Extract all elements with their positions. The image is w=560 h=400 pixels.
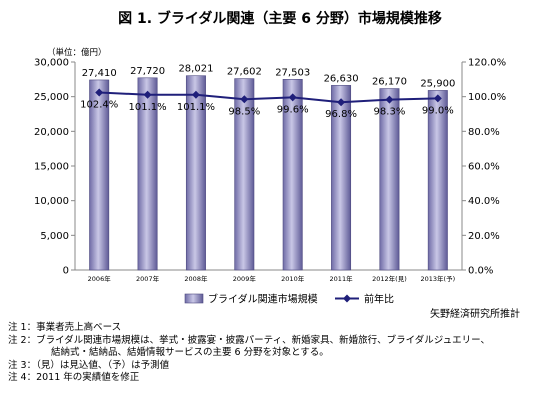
yoy-point [143, 90, 152, 99]
x-tick-label: 2006年 [88, 274, 112, 283]
note-3: 注 3：（見）は見込値、（予）は予測値 [8, 359, 170, 371]
yoy-point [337, 98, 346, 107]
unit-label: （単位：億円） [47, 47, 107, 58]
x-tick-label: 2008年 [184, 274, 208, 283]
x-tick-label: 2007年 [136, 274, 160, 283]
y-left-tick-label: 0 [63, 266, 69, 277]
y-right-tick-label: 60.0% [468, 162, 500, 173]
yoy-value-label: 101.1% [177, 102, 215, 113]
y-right-tick-label: 120.0% [468, 58, 506, 69]
legend-label-bar: ブライダル関連市場規模 [208, 293, 318, 306]
bar [185, 75, 206, 271]
x-tick-label: 2009年 [233, 274, 257, 283]
labels-layer: （単位：億円） 0 5,000 10,000 15,000 20,000 25,000 30,… [34, 47, 506, 283]
x-tick-label: 2010年 [281, 274, 305, 283]
legend-swatch-bar [184, 293, 204, 304]
chart-title: 図 1. ブライダル関連（主要 6 分野）市場規模推移 [118, 11, 442, 27]
bar-value-label: 26,170 [372, 77, 407, 88]
y-left-tick-label: 20,000 [34, 127, 69, 138]
x-tick-label: 2011年 [330, 274, 354, 283]
legend-swatch-marker [343, 294, 351, 303]
yoy-value-label: 101.1% [128, 102, 166, 113]
bar-value-label: 25,900 [420, 78, 455, 89]
bar-value-label: 28,021 [178, 64, 213, 75]
note-4: 注 4：2011 年の実績値を修正 [8, 372, 140, 383]
note-2-cont: 結納式・結納品、結婚情報サービスの主要 6 分野を対象とする。 [51, 347, 329, 358]
yoy-value-label: 99.6% [277, 104, 309, 115]
bar [234, 78, 255, 271]
yoy-point [95, 88, 104, 97]
line-layer [95, 88, 442, 107]
y-left-tick-label: 25,000 [34, 92, 69, 103]
bar [379, 88, 400, 271]
bar-value-label: 27,503 [275, 67, 310, 78]
legend-label-line: 前年比 [364, 293, 394, 306]
bar-value-label: 27,720 [130, 66, 165, 77]
yoy-point [240, 95, 249, 104]
yoy-point [191, 90, 200, 99]
y-left-tick-label: 15,000 [34, 162, 69, 173]
x-tick-label: 2012年(見) [372, 274, 407, 283]
y-right-tick-label: 0.0% [468, 266, 493, 277]
y-left-tick-label: 30,000 [34, 58, 69, 69]
source-note: 矢野経済研究所推計 [430, 309, 520, 320]
chart-svg: （単位：億円） 0 5,000 10,000 15,000 20,000 25,000 30,… [34, 47, 506, 306]
y-left-tick-label: 5,000 [40, 231, 69, 242]
bar [282, 79, 303, 271]
bar-value-label: 27,410 [82, 68, 117, 79]
yoy-value-label: 99.0% [422, 105, 454, 116]
bar [427, 90, 448, 271]
bar-value-label: 27,602 [227, 67, 262, 78]
yoy-value-label: 98.3% [374, 107, 406, 118]
y-left-tick-label: 10,000 [34, 196, 69, 207]
y-right-tick-label: 100.0% [468, 92, 506, 103]
yoy-line [99, 91, 438, 104]
yoy-value-label: 96.8% [325, 109, 357, 120]
yoy-value-label: 102.4% [80, 100, 118, 111]
y-right-tick-label: 40.0% [468, 196, 500, 207]
yoy-point [433, 94, 442, 103]
x-tick-label: 2013年(予) [421, 274, 456, 283]
yoy-point [288, 93, 297, 102]
bars-layer [89, 75, 448, 271]
note-2: 注 2：ブライダル関連市場規模は、挙式・披露宴・披露パーティ、新婚家具、新婚旅行… [8, 334, 490, 346]
bar [89, 79, 110, 271]
bar [137, 77, 158, 271]
bar [331, 85, 352, 271]
notes: 注 1：事業者売上高ベース 注 2：ブライダル関連市場規模は、挙式・披露宴・披露… [8, 322, 556, 385]
y-right-tick-label: 20.0% [468, 231, 500, 242]
legend-layer: ブライダル関連市場規模 前年比 [184, 293, 394, 306]
note-1: 注 1：事業者売上高ベース [8, 322, 122, 333]
y-right-tick-label: 80.0% [468, 127, 500, 138]
yoy-point [385, 95, 394, 104]
yoy-value-label: 98.5% [228, 106, 260, 117]
bar-value-label: 26,630 [324, 73, 359, 84]
